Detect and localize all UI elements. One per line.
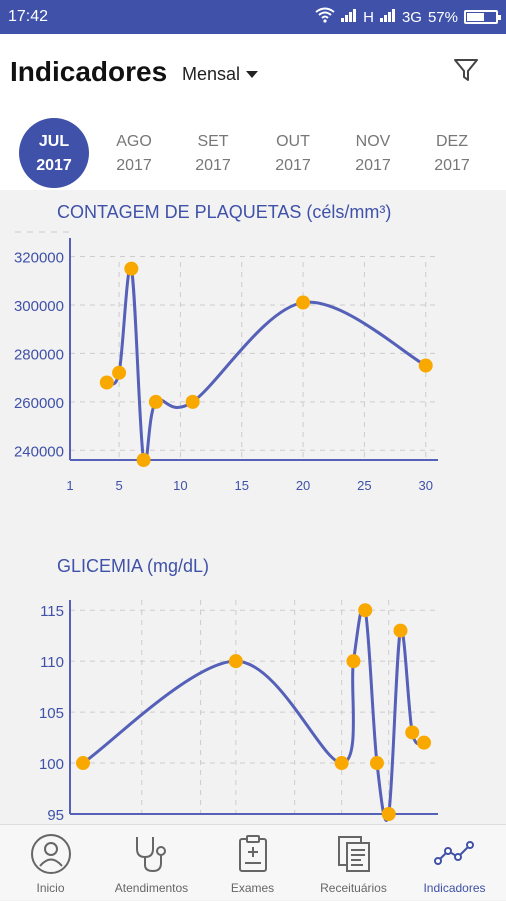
signal-icon-2 (379, 8, 396, 26)
y-tick-label: 240000 (14, 443, 64, 460)
month-label: OUT (276, 133, 310, 150)
y-tick-label: 280000 (14, 346, 64, 363)
data-point (346, 654, 361, 669)
x-tick-label: 10 (173, 478, 187, 493)
nav-inicio[interactable]: Inicio (0, 825, 101, 901)
x-tick-label: 5 (115, 478, 122, 493)
wifi-icon (315, 7, 335, 27)
y-tick-label: 95 (47, 807, 64, 824)
glucose-chart-card: GLICEMIA (mg/dL) 95 100 105 110 115 (0, 538, 506, 824)
period-dropdown[interactable]: Mensal (182, 64, 259, 85)
chart-title: GLICEMIA (mg/dL) (57, 556, 210, 576)
month-year: 2017 (36, 157, 72, 174)
y-tick-label: 115 (40, 603, 64, 620)
glucose-chart: 95 100 105 110 115 (39, 600, 438, 824)
x-tick-label: 25 (357, 478, 371, 493)
y-tick-label: 105 (39, 705, 64, 722)
month-label: NOV (355, 133, 391, 150)
page-title: Indicadores (10, 56, 168, 87)
data-point (417, 735, 431, 750)
y-tick-label: 300000 (14, 298, 64, 315)
period-label: Mensal (182, 64, 241, 84)
platelet-chart-card: CONTAGEM DE PLAQUETAS (céls/mm³) 240000 2… (0, 192, 506, 530)
month-year: 2017 (434, 157, 470, 174)
nav-exames[interactable]: Exames (202, 825, 303, 901)
y-tick-label: 110 (40, 654, 64, 671)
series-line (105, 265, 427, 466)
data-point (393, 623, 408, 638)
y-tick-label: 320000 (14, 250, 64, 267)
month-set[interactable]: SET 2017 (178, 118, 248, 188)
month-dez[interactable]: DEZ 2017 (417, 118, 487, 188)
nav-label: Receituários (320, 881, 387, 895)
signal-icon (341, 8, 357, 26)
month-year: 2017 (195, 157, 231, 174)
battery-percent: 57% (427, 8, 458, 26)
user-icon (31, 834, 71, 874)
filter-icon[interactable] (452, 56, 480, 84)
month-year: 2017 (275, 157, 311, 174)
data-point (136, 453, 151, 467)
x-tick-label: 15 (234, 478, 248, 493)
nav-label: Atendimentos (114, 881, 189, 895)
data-point (296, 295, 311, 310)
y-tick-label: 260000 (14, 395, 64, 412)
data-point (148, 394, 163, 409)
month-ago[interactable]: AGO 2017 (99, 118, 169, 188)
line-chart-icon (434, 841, 474, 865)
data-point (76, 756, 90, 771)
month-nov[interactable]: NOV 2017 (338, 118, 408, 188)
data-point (228, 654, 243, 669)
data-point (112, 365, 127, 380)
month-label: JUL (38, 133, 70, 150)
nav-label: Exames (230, 881, 275, 895)
nav-receituarios[interactable]: Receituários (303, 825, 404, 901)
stethoscope-icon (136, 837, 166, 873)
data-point (418, 358, 433, 373)
nav-atendimentos[interactable]: Atendimentos (101, 825, 202, 901)
data-point (381, 807, 396, 821)
chart-title: CONTAGEM DE PLAQUETAS (céls/mm³) (57, 202, 392, 222)
data-point (334, 756, 349, 771)
data-point (358, 603, 373, 618)
network-type: H (363, 8, 374, 26)
data-point (405, 725, 420, 740)
nav-indicadores[interactable]: Indicadores (404, 825, 505, 901)
nav-label: Indicadores (423, 881, 486, 895)
month-year: 2017 (116, 157, 152, 174)
caret-down-icon (246, 71, 259, 78)
prescription-icon (338, 836, 370, 872)
month-jul[interactable]: JUL 2017 (19, 118, 89, 188)
y-tick-label: 100 (39, 756, 64, 773)
month-label: SET (197, 133, 229, 150)
x-tick-label: 1 (66, 478, 73, 493)
series-line (82, 605, 425, 822)
bottom-nav: Inicio Atendimentos Exames Receituários … (0, 824, 506, 900)
status-time: 17:42 (8, 8, 49, 25)
clipboard-icon (239, 835, 267, 872)
month-out[interactable]: OUT 2017 (258, 118, 328, 188)
month-label: DEZ (436, 133, 468, 150)
month-selector: JUL 2017 AGO 2017 SET 2017 OUT 2017 NOV 2017 … (0, 110, 506, 190)
month-label: AGO (116, 133, 152, 150)
data-point (124, 261, 139, 276)
x-tick-label: 30 (418, 478, 432, 493)
data-point (369, 756, 384, 771)
data-point (185, 394, 200, 409)
x-tick-label: 20 (296, 478, 310, 493)
month-year: 2017 (355, 157, 391, 174)
app-header: Indicadores Mensal (0, 34, 506, 110)
battery-icon (464, 10, 501, 24)
network-type-2: 3G (401, 8, 422, 26)
data-point (99, 375, 114, 390)
nav-label: Inicio (36, 881, 65, 895)
status-bar: 17:42 H 3G 57% (0, 0, 506, 34)
